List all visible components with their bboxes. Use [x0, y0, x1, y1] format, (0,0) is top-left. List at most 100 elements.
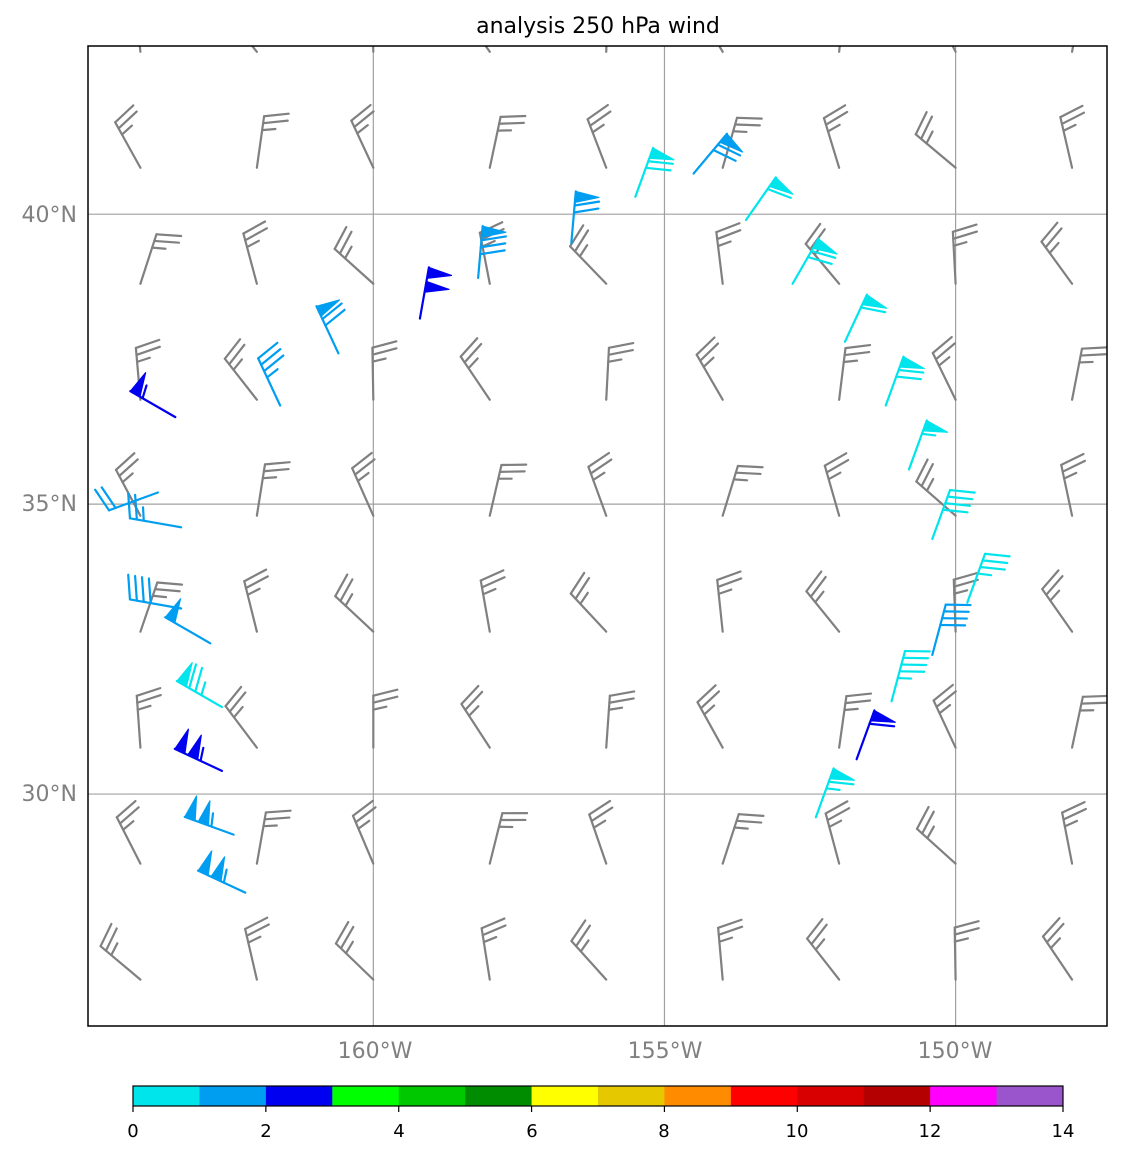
barb-full: [915, 805, 930, 830]
background-wind-barb: [1070, 6, 1105, 53]
barb-full: [983, 552, 1011, 558]
barb-flag: [315, 299, 341, 318]
barb-half: [579, 591, 589, 605]
barb-full: [479, 569, 505, 582]
barb-full: [573, 229, 590, 253]
background-wind-barb: [1041, 569, 1074, 633]
barb-full: [921, 810, 935, 835]
barb-full: [134, 338, 161, 350]
barb-full: [104, 927, 118, 952]
barb-full: [1080, 6, 1105, 8]
background-wind-barb: [224, 685, 258, 749]
barb-half: [827, 471, 842, 481]
barb-shaft: [480, 927, 491, 981]
barb-shaft: [372, 46, 375, 53]
barb-full: [262, 467, 290, 473]
barb-shaft: [107, 491, 159, 512]
barb-half: [1048, 241, 1060, 255]
barb-half: [733, 826, 749, 830]
barb-shaft: [135, 694, 142, 749]
barb-flag: [481, 225, 507, 238]
barb-half: [592, 819, 607, 829]
background-wind-barb: [255, 809, 292, 865]
barb-full: [979, 565, 1006, 571]
colorbar-segment: [730, 1086, 798, 1106]
barb-full: [1062, 807, 1087, 821]
background-wind-barb: [605, 690, 636, 749]
barb-full: [810, 923, 828, 946]
barb-shaft: [966, 552, 987, 604]
barb-full: [590, 806, 614, 823]
barb-half: [265, 368, 279, 379]
barb-half: [120, 124, 133, 136]
barb-shaft: [931, 351, 957, 401]
background-wind-barb: [243, 568, 269, 633]
barb-shaft: [1041, 935, 1074, 981]
barb-full: [1061, 459, 1087, 473]
background-wind-barb: [138, 46, 142, 53]
lon-label-160w: 160°W: [338, 1039, 413, 1064]
barb-full: [140, 576, 145, 603]
barb-shaft: [1060, 463, 1074, 517]
barb-shaft: [715, 231, 724, 285]
barb-flag: [129, 372, 147, 398]
background-wind-barb: [99, 922, 142, 981]
barb-half: [702, 356, 715, 368]
barb-full: [587, 451, 611, 468]
barb-full: [920, 463, 934, 488]
barb-half: [1063, 471, 1078, 480]
background-wind-barb: [250, 46, 258, 53]
barb-full: [460, 0, 476, 9]
barb-shaft: [139, 581, 159, 633]
background-wind-barb: [1070, 346, 1107, 401]
barb-full: [262, 354, 285, 373]
jet-wind-barb: [418, 266, 453, 320]
barb-half: [344, 593, 354, 607]
barb-full: [118, 806, 140, 825]
barb-half: [717, 588, 733, 595]
barb-full: [99, 922, 113, 948]
barb-shaft: [99, 945, 142, 981]
barb-full: [353, 458, 376, 476]
background-wind-barb: [569, 224, 608, 285]
barb-shaft: [333, 247, 375, 285]
background-wind-barb: [914, 111, 957, 169]
barb-shaft: [350, 119, 375, 169]
colorbar-segment: [930, 1086, 998, 1106]
barb-shaft: [806, 937, 841, 981]
barb-full: [932, 683, 954, 702]
background-wind-barb: [350, 103, 375, 169]
barb-half: [592, 471, 606, 482]
barb-full: [608, 690, 636, 697]
colorbar-tick-8: 8: [658, 1121, 669, 1142]
barb-shaft: [915, 827, 957, 865]
barb-half: [122, 820, 135, 831]
barb-full: [194, 666, 204, 693]
barb-shaft: [914, 133, 957, 169]
barb-half: [607, 358, 623, 363]
barb-shaft: [459, 355, 491, 401]
barb-flag: [812, 237, 838, 255]
barb-half: [232, 358, 243, 371]
background-wind-barb: [570, 919, 608, 981]
barb-shaft: [488, 115, 502, 169]
background-wind-barb: [695, 336, 724, 401]
barb-shaft: [605, 694, 611, 749]
jet-wind-barb: [855, 709, 896, 761]
barb-shaft: [351, 467, 375, 517]
colorbar-tick-14: 14: [1052, 1121, 1075, 1142]
chart-title: analysis 250 hPa wind: [476, 14, 720, 39]
background-wind-barb: [372, 46, 375, 53]
barb-full: [696, 0, 713, 7]
barb-full: [260, 348, 282, 366]
jet-wind-barb: [196, 850, 247, 894]
barb-shaft: [931, 603, 947, 656]
barb-full: [1045, 922, 1065, 944]
barb-shaft: [823, 464, 841, 517]
barb-full: [262, 119, 289, 125]
barb-shaft: [460, 702, 491, 749]
barb-full: [321, 302, 343, 321]
barb-flag: [898, 355, 925, 370]
barb-half: [952, 241, 968, 247]
